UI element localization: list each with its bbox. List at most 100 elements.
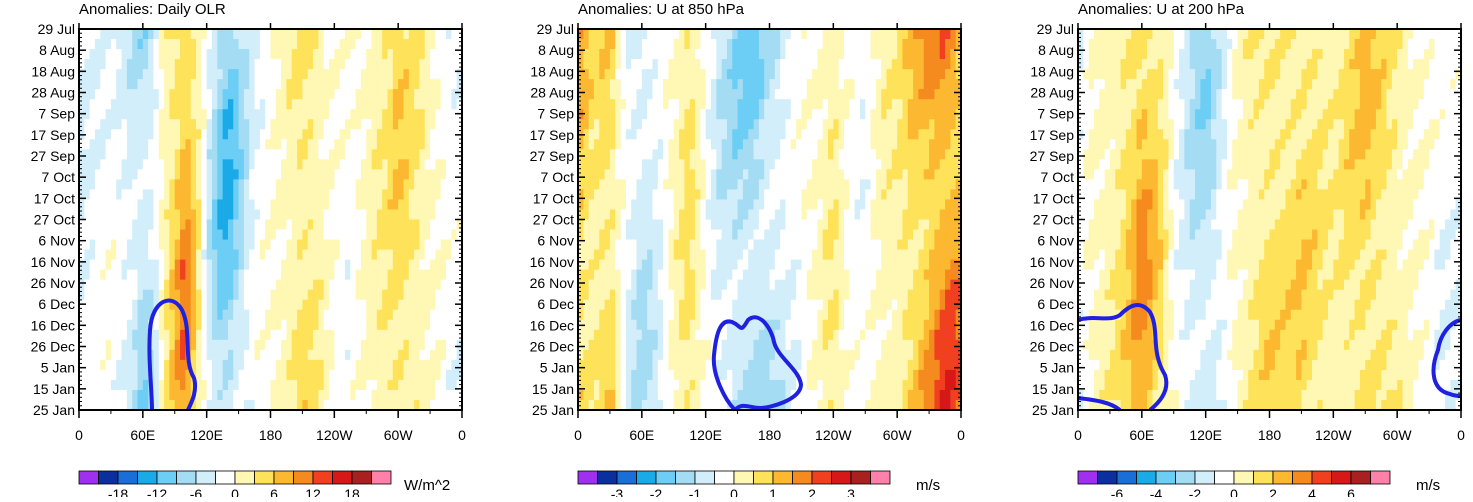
y-tick-label: 27 Oct: [34, 212, 75, 228]
heatmap-cell: [350, 139, 356, 150]
heatmap-cell: [164, 380, 170, 391]
heatmap-cell: [324, 209, 330, 220]
heatmap-cell: [881, 250, 887, 261]
heatmap-cell: [414, 230, 420, 241]
heatmap-cell: [722, 99, 728, 110]
heatmap-cell: [233, 129, 239, 140]
heatmap-cell: [132, 199, 138, 210]
heatmap-cell: [817, 59, 823, 70]
heatmap-cell: [345, 320, 351, 331]
heatmap-cell: [770, 189, 776, 200]
heatmap-cell: [366, 129, 372, 140]
heatmap-cell: [393, 79, 399, 90]
heatmap-cell: [419, 240, 425, 251]
heatmap-cell: [159, 49, 165, 60]
heatmap-cell: [388, 230, 394, 241]
heatmap-cell: [100, 69, 106, 80]
heatmap-cell: [255, 290, 261, 301]
heatmap-cell: [881, 39, 887, 50]
heatmap-cell: [308, 300, 314, 311]
heatmap-cell: [90, 350, 96, 361]
heatmap-cell: [191, 250, 197, 261]
heatmap-cell: [626, 260, 632, 271]
heatmap-cell: [201, 69, 207, 80]
heatmap-cell: [345, 300, 351, 311]
heatmap-cell: [244, 139, 250, 150]
heatmap-cell: [350, 49, 356, 60]
heatmap-cell: [276, 360, 282, 371]
colorbar-swatch: [79, 471, 99, 484]
heatmap-cell: [297, 159, 303, 170]
heatmap-cell: [658, 270, 664, 281]
heatmap-cell: [180, 89, 186, 100]
heatmap-cell: [631, 179, 637, 190]
heatmap-cell: [398, 230, 404, 241]
heatmap-cell: [807, 290, 813, 301]
heatmap-cell: [388, 129, 394, 140]
heatmap-cell: [770, 209, 776, 220]
heatmap-cell: [887, 99, 893, 110]
heatmap-cell: [159, 330, 165, 341]
heatmap-cell: [143, 260, 149, 271]
heatmap-cell: [732, 39, 738, 50]
heatmap-cell: [425, 149, 431, 160]
heatmap-cell: [918, 169, 924, 180]
heatmap-cell: [175, 139, 181, 150]
heatmap-cell: [791, 230, 797, 241]
heatmap-cell: [281, 340, 287, 351]
heatmap-cell: [324, 300, 330, 311]
heatmap-cell: [164, 390, 170, 401]
heatmap-cell: [430, 360, 436, 371]
heatmap-cell: [196, 189, 202, 200]
heatmap-cell: [690, 89, 696, 100]
heatmap-cell: [313, 270, 319, 281]
heatmap-cell: [366, 149, 372, 160]
heatmap-cell: [881, 230, 887, 241]
heatmap-cell: [297, 340, 303, 351]
heatmap-cell: [340, 350, 346, 361]
heatmap-cell: [185, 290, 191, 301]
heatmap-cell: [244, 89, 250, 100]
heatmap-cell: [106, 390, 112, 401]
heatmap-cell: [212, 159, 218, 170]
heatmap-cell: [281, 39, 287, 50]
heatmap-cell: [127, 99, 133, 110]
heatmap-cell: [695, 109, 701, 120]
heatmap-cell: [430, 139, 436, 150]
heatmap-cell: [647, 189, 653, 200]
heatmap-cell: [658, 69, 664, 80]
heatmap-cell: [217, 370, 223, 381]
heatmap-cell: [451, 280, 457, 291]
heatmap-cell: [122, 310, 128, 321]
heatmap-cell: [95, 300, 101, 311]
heatmap-cell: [451, 390, 457, 401]
heatmap-cell: [239, 220, 245, 231]
heatmap-cell: [892, 99, 898, 110]
heatmap-cell: [356, 149, 362, 160]
heatmap-cell: [127, 220, 133, 231]
heatmap-cell: [615, 89, 621, 100]
heatmap-cell: [148, 109, 154, 120]
heatmap-cell: [286, 109, 292, 120]
heatmap-cell: [865, 59, 871, 70]
heatmap-cell: [871, 189, 877, 200]
heatmap-cell: [929, 69, 935, 80]
heatmap-cell: [217, 79, 223, 90]
heatmap-cell: [313, 169, 319, 180]
heatmap-cell: [780, 280, 786, 291]
heatmap-cell: [207, 29, 213, 40]
heatmap-cell: [281, 360, 287, 371]
heatmap-cell: [127, 79, 133, 90]
heatmap-cell: [217, 59, 223, 70]
heatmap-cell: [244, 380, 250, 391]
heatmap-cell: [812, 119, 818, 130]
heatmap-cell: [409, 360, 415, 371]
heatmap-cell: [276, 230, 282, 241]
heatmap-cell: [668, 220, 674, 231]
heatmap-cell: [929, 230, 935, 241]
heatmap-cell: [860, 139, 866, 150]
heatmap-cell: [716, 99, 722, 110]
heatmap-cell: [695, 129, 701, 140]
heatmap-cell: [276, 69, 282, 80]
heatmap-cell: [642, 119, 648, 130]
